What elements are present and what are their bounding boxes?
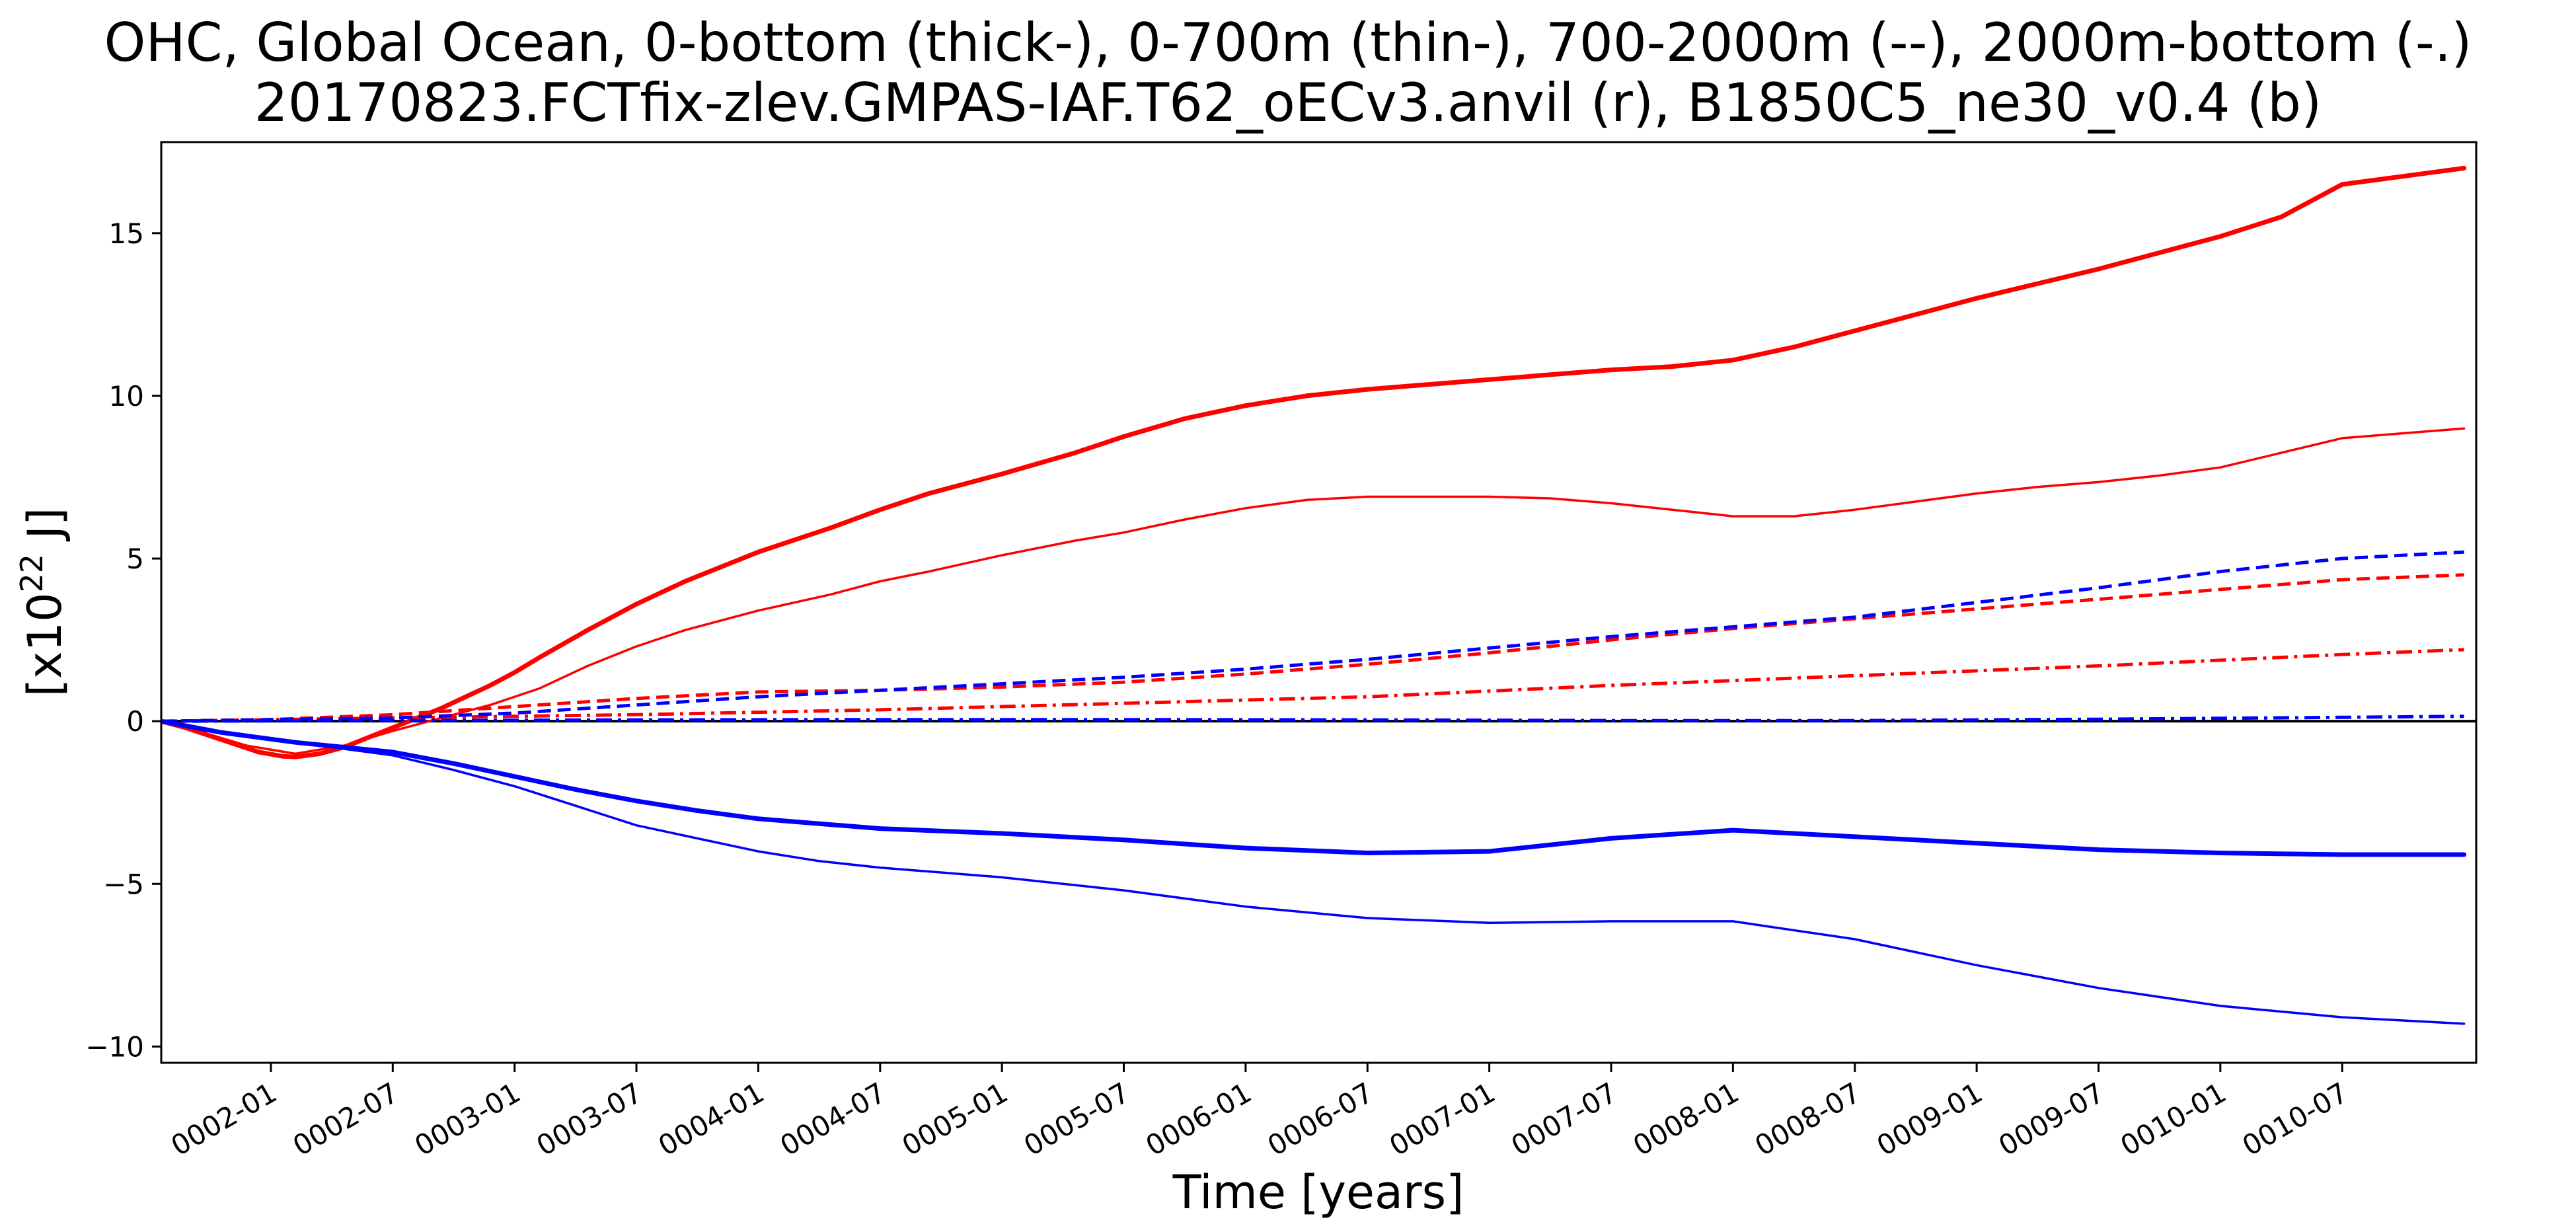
y-tick-label: 15 xyxy=(109,217,144,250)
y-axis-label-exponent: 22 xyxy=(14,554,50,593)
series-line-blue-thick-solid xyxy=(161,718,2467,857)
y-tick-label: −5 xyxy=(103,868,144,900)
x-axis-label: Time [years] xyxy=(1172,1165,1464,1219)
y-axis-label-base: [x10 xyxy=(18,592,72,697)
plot-frame xyxy=(160,141,2478,1064)
series-line-blue-thin-solid xyxy=(161,720,2466,1025)
y-axis-label: [x1022 J] xyxy=(14,508,72,697)
series-line-red-dash-dot xyxy=(161,648,2464,723)
y-axis-label-unit: J] xyxy=(18,508,72,554)
chart-subtitle: 20170823.FCTfix-zlev.GMPAS-IAF.T62_oECv3… xyxy=(254,72,2322,134)
y-tick-label: 10 xyxy=(109,380,144,412)
y-tick-label: 5 xyxy=(126,543,144,575)
y-tick-label: −10 xyxy=(85,1030,144,1063)
y-tick-label: 0 xyxy=(126,705,144,738)
chart-title: OHC, Global Ocean, 0-bottom (thick-), 0-… xyxy=(104,12,2472,73)
series-lines xyxy=(161,165,2467,1025)
